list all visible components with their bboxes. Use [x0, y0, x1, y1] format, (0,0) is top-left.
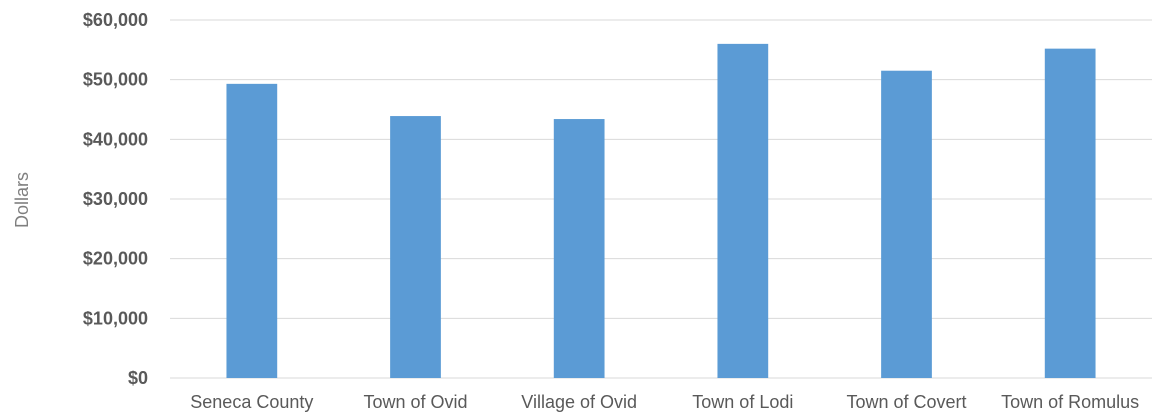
x-tick-label: Town of Romulus	[1001, 392, 1139, 412]
x-tick-label: Village of Ovid	[521, 392, 637, 412]
bar	[881, 70, 932, 378]
y-tick-label: $30,000	[83, 189, 148, 209]
bar	[717, 43, 769, 378]
y-tick-label: $10,000	[83, 308, 148, 328]
x-tick-label: Seneca County	[190, 392, 313, 412]
y-tick-label: $40,000	[83, 129, 148, 149]
x-tick-label: Town of Lodi	[692, 392, 793, 412]
y-axis-tick-labels: $0 $10,000 $20,000 $30,000 $40,000 $50,000 $60…	[83, 10, 148, 388]
y-axis-label: Dollars	[12, 172, 32, 228]
x-tick-label: Town of Ovid	[363, 392, 467, 412]
bar	[390, 116, 441, 379]
y-tick-label: $60,000	[83, 10, 148, 30]
y-tick-label: $50,000	[83, 70, 148, 90]
y-tick-label: $0	[128, 368, 148, 388]
x-axis-tick-labels: Seneca County Town of Ovid Village of Ovid…	[190, 392, 1139, 412]
bar	[226, 83, 278, 379]
bars	[226, 43, 1096, 379]
gridlines	[170, 19, 1152, 379]
y-tick-label: $20,000	[83, 249, 148, 269]
bar	[553, 119, 605, 379]
x-tick-label: Town of Covert	[846, 392, 966, 412]
bar	[1044, 48, 1096, 378]
